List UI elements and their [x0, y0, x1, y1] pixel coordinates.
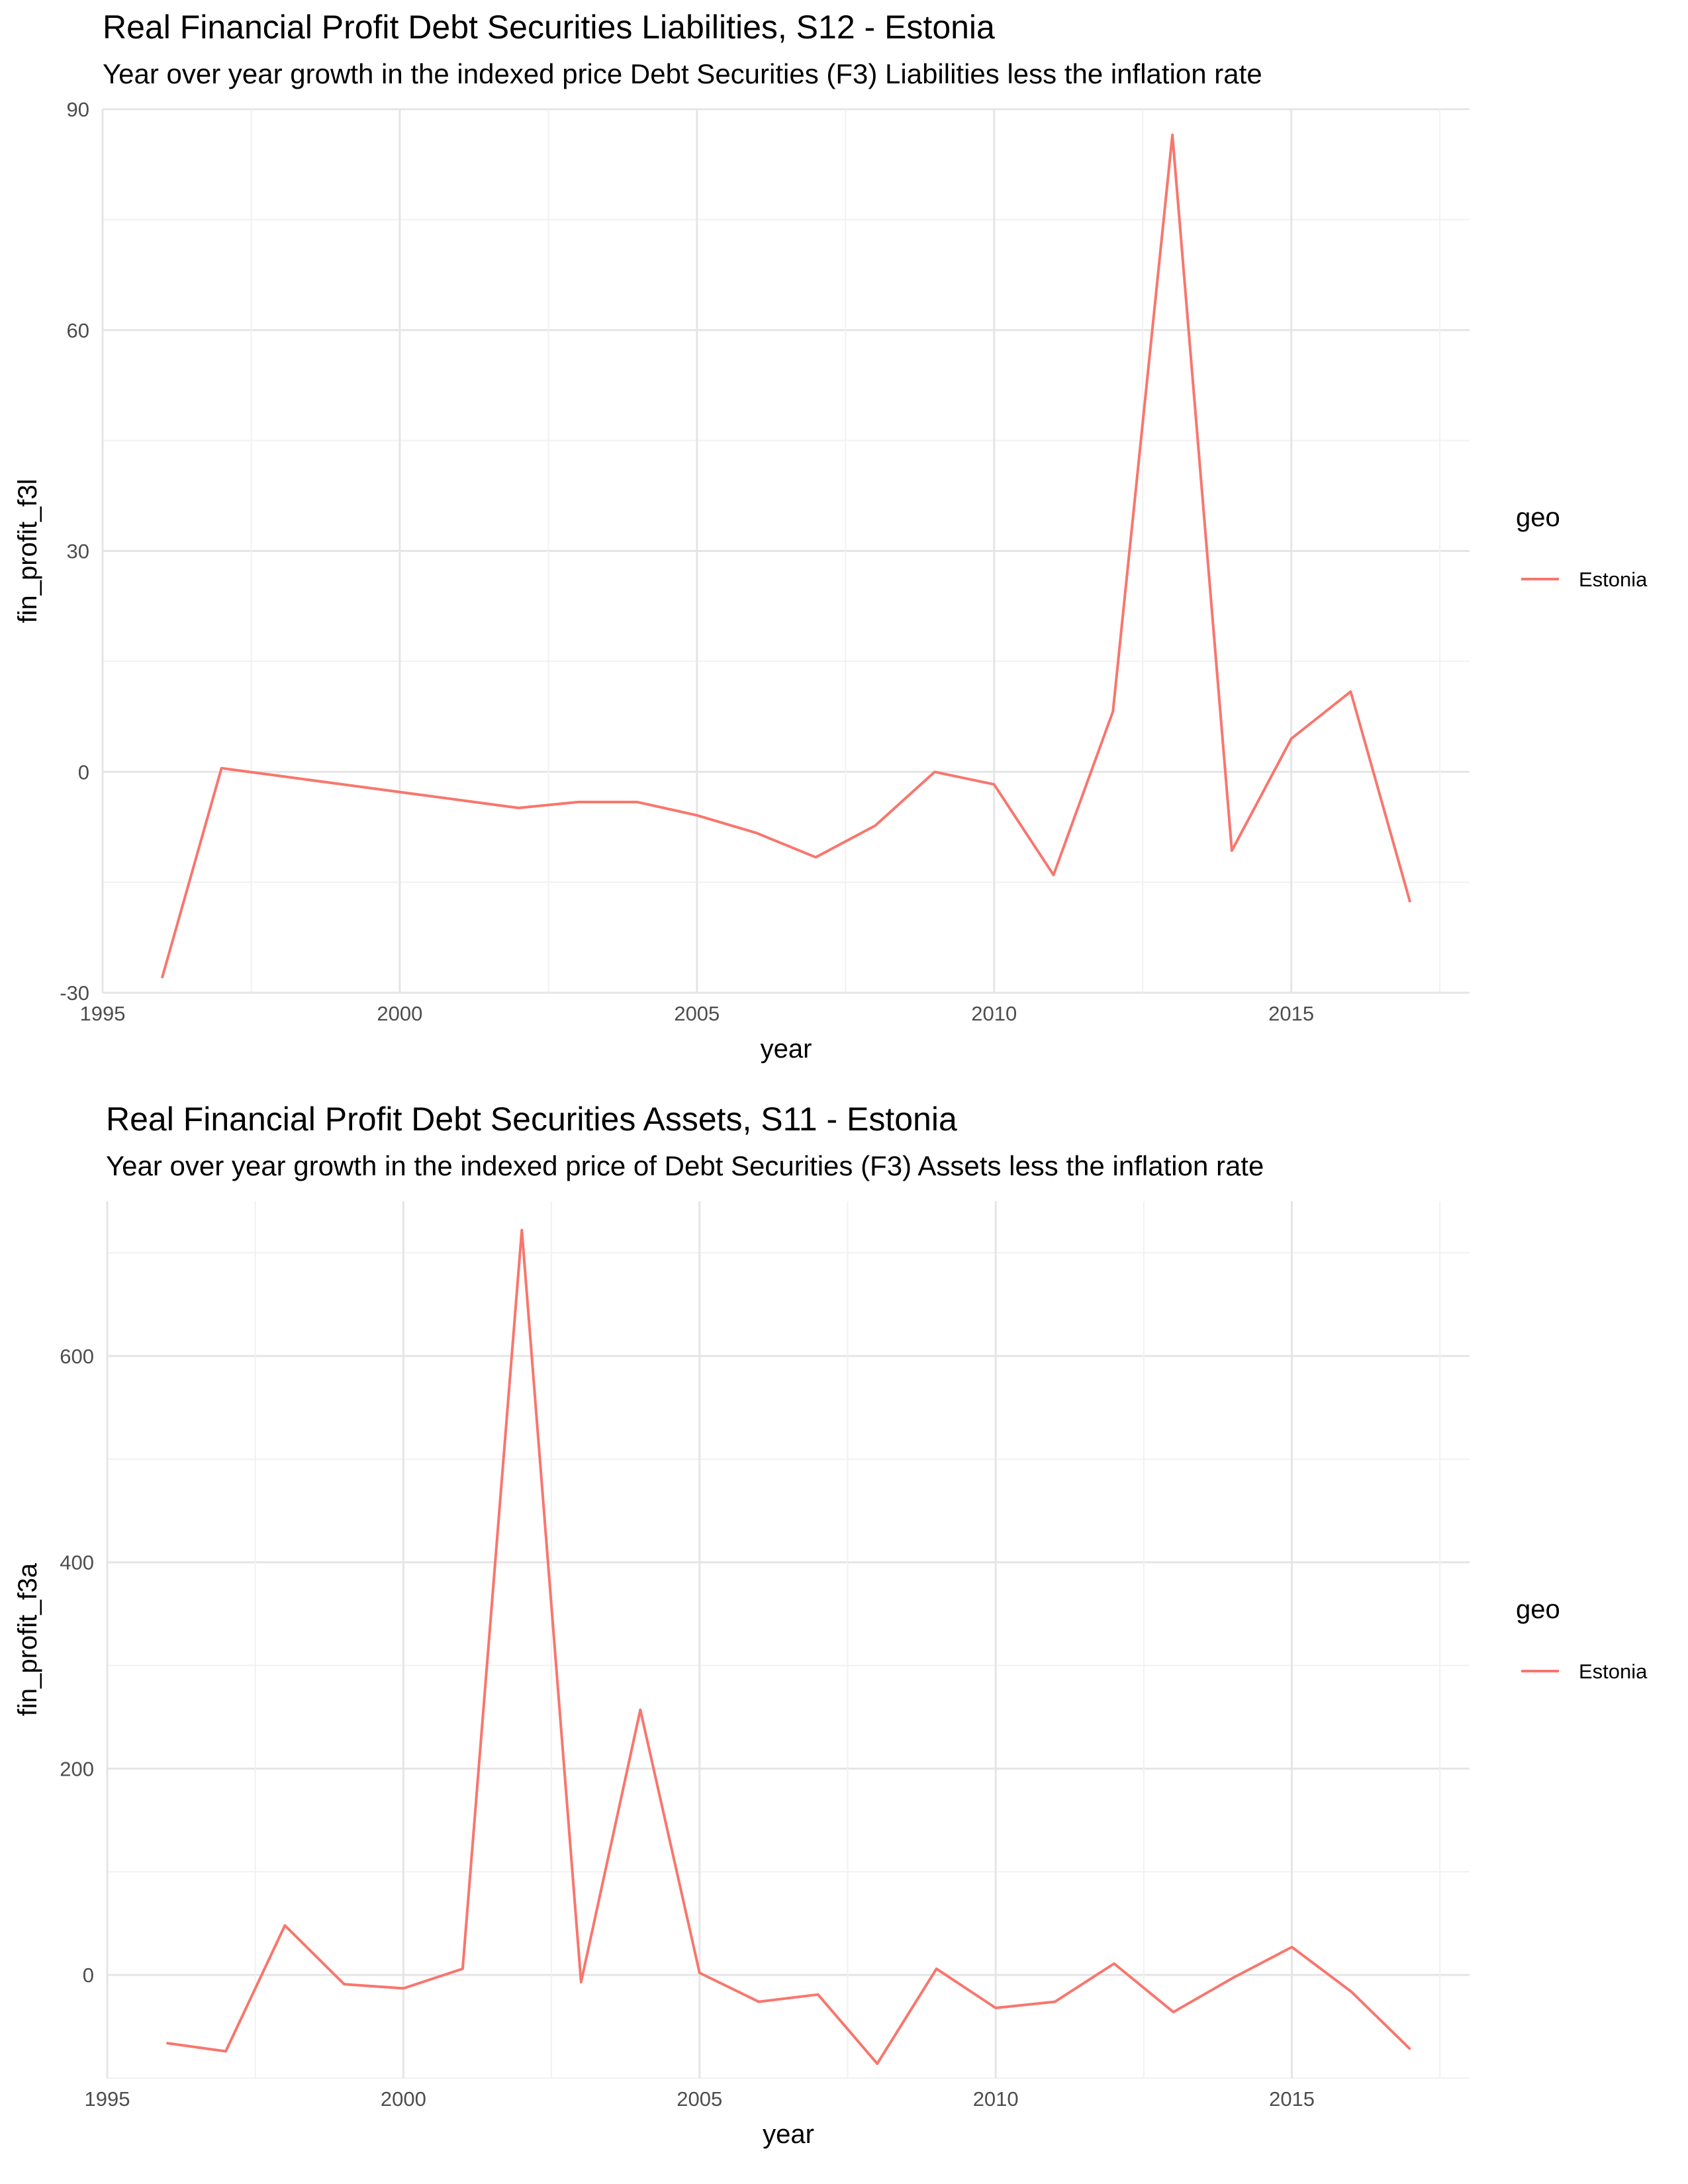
- line-chart-assets: 0 200 400 600 1995 2000 2005 2010 2015 year fin_pr…: [13, 1201, 1648, 2149]
- x-tick-label: 2010: [973, 2087, 1019, 2111]
- x-tick-label: 2015: [1269, 2087, 1315, 2111]
- line-chart-liabilities: -30 0 30 60 90 1995 2000 2005 2010 2015 year fin_pr…: [13, 98, 1648, 1064]
- y-tick-label: 400: [60, 1551, 94, 1574]
- x-tick-label: 2000: [381, 2087, 426, 2111]
- x-tick-label: 2005: [674, 1002, 720, 1025]
- y-tick-label: 0: [78, 760, 89, 784]
- x-tick-label: 2010: [971, 1002, 1017, 1025]
- y-tick-label: 200: [60, 1757, 94, 1780]
- y-axis-title: fin_profit_f3a: [13, 1563, 42, 1716]
- y-tick-label: 0: [83, 1964, 94, 1987]
- chart-panel-liabilities: Real Financial Profit Debt Securities Li…: [13, 9, 1648, 1064]
- chart-panel-assets: Real Financial Profit Debt Securities As…: [0, 1092, 1688, 2184]
- legend-label: Estonia: [1579, 1660, 1648, 1683]
- y-tick-label: 600: [60, 1345, 94, 1368]
- chart-title: Real Financial Profit Debt Securities As…: [106, 1101, 957, 1138]
- y-tick-label: -30: [60, 981, 89, 1005]
- legend-label: Estonia: [1579, 568, 1648, 591]
- x-tick-label: 1995: [80, 1002, 126, 1025]
- y-tick-label: 90: [67, 98, 89, 121]
- y-axis-title: fin_profit_f3l: [13, 479, 42, 623]
- series-line-estonia: [166, 1228, 1411, 2066]
- series-line-estonia: [160, 133, 1412, 979]
- y-tick-label: 60: [67, 319, 89, 342]
- y-tick-label: 30: [67, 540, 89, 563]
- x-tick-label: 1995: [85, 2087, 130, 2111]
- chart-title: Real Financial Profit Debt Securities Li…: [103, 9, 995, 46]
- x-axis-title: year: [761, 1034, 812, 1064]
- chart-subtitle: Year over year growth in the indexed pri…: [103, 58, 1262, 89]
- x-axis-title: year: [763, 2120, 814, 2149]
- legend-title: geo: [1516, 503, 1560, 532]
- chart-subtitle: Year over year growth in the indexed pri…: [106, 1150, 1264, 1181]
- x-tick-label: 2015: [1268, 1002, 1314, 1025]
- x-tick-label: 2000: [377, 1002, 422, 1025]
- legend-title: geo: [1516, 1595, 1560, 1624]
- x-tick-label: 2005: [677, 2087, 722, 2111]
